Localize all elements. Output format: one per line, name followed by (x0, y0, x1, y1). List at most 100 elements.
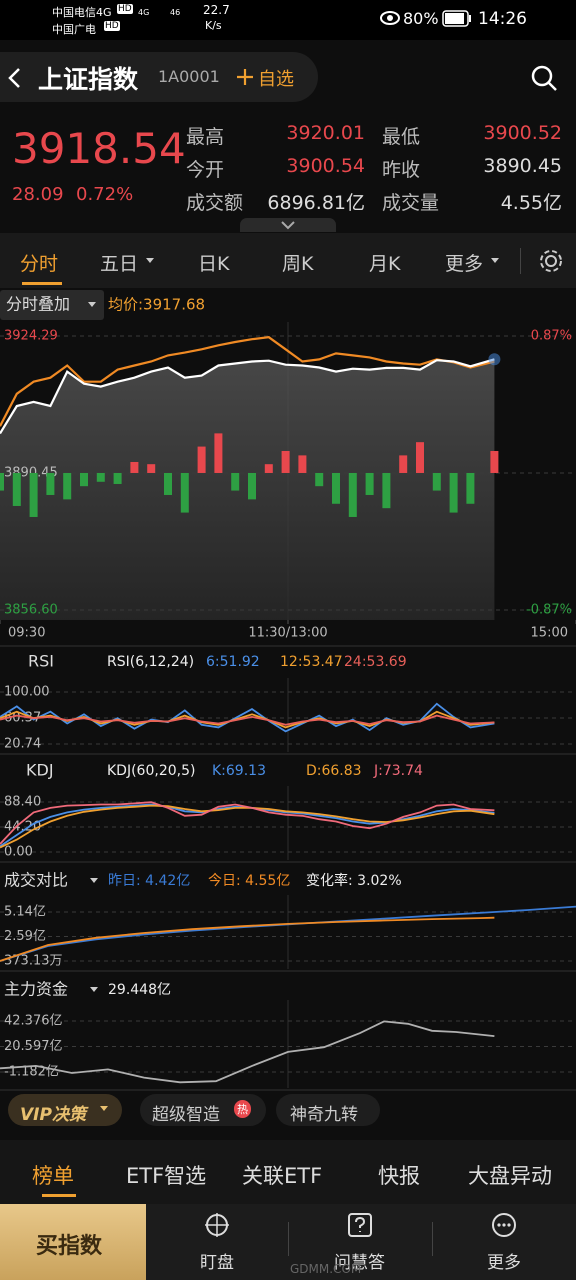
search-button[interactable] (530, 64, 558, 92)
tab[interactable]: 日K (198, 253, 230, 275)
hd-badge: HD (117, 4, 133, 14)
volume-bar (197, 446, 206, 473)
add-icon[interactable] (236, 68, 254, 86)
volume-bar (348, 472, 357, 517)
legend-entry: D:66.83 (306, 763, 362, 779)
section-tab[interactable]: 关联ETF (242, 1164, 323, 1188)
clock: 14:26 (478, 9, 527, 29)
speed: 22.7 (203, 3, 230, 17)
network: 46 (170, 8, 181, 17)
volume-bar (0, 472, 4, 491)
legend-entry: K:69.13 (212, 763, 266, 779)
section-tab[interactable]: 大盘异动 (468, 1164, 552, 1188)
battery-icon (442, 10, 471, 27)
tab[interactable]: 周K (282, 253, 314, 275)
vip-chip[interactable] (8, 1094, 122, 1126)
y-tick-label: 20.597亿 (4, 1039, 63, 1054)
series-line (0, 916, 495, 962)
divider (432, 1222, 433, 1256)
buy-button[interactable] (0, 1204, 146, 1280)
volume-bar (449, 472, 458, 513)
stat-label: 今开 (186, 159, 225, 181)
volume-bar (180, 472, 189, 513)
legend-entry: 6:51.92 (206, 654, 260, 670)
back-button[interactable] (6, 66, 24, 90)
volume-bar (147, 464, 156, 473)
volume-bar (332, 472, 340, 504)
series-line (0, 803, 495, 848)
tool-label: 超级智造 (152, 1105, 220, 1125)
panel-title: 成交对比 (4, 871, 68, 890)
volume-bar (382, 472, 391, 509)
panel-subtitle: RSI(6,12,24) (107, 654, 194, 670)
series-line (0, 702, 495, 733)
network: 4G (138, 8, 150, 17)
divider (520, 248, 521, 274)
stat-label: 成交额 (186, 192, 244, 214)
buy-label: 买指数 (36, 1234, 103, 1259)
overlay-selector[interactable] (0, 290, 104, 320)
watchlist-button[interactable]: 自选 (258, 69, 294, 90)
tool-chip[interactable] (276, 1094, 380, 1126)
change: 28.09 (12, 184, 64, 205)
stat-value: 3920.01 (286, 122, 365, 144)
section-tab[interactable]: 榜单 (32, 1164, 74, 1188)
volume-bar (432, 472, 441, 491)
price-area (0, 359, 495, 620)
watch-icon (205, 1213, 229, 1237)
volume-bar (80, 472, 88, 487)
tab[interactable]: 分时 (20, 253, 59, 275)
volume-bar (298, 455, 307, 473)
nav-item[interactable]: 盯盘 (200, 1253, 234, 1273)
tab[interactable]: 月K (369, 253, 401, 275)
panel-title: KDJ (26, 761, 54, 780)
settings-button[interactable] (537, 247, 565, 275)
expand-handle[interactable] (240, 218, 336, 232)
index-code: 1A0001 (158, 67, 220, 86)
tab-bar (0, 233, 576, 288)
y-tick-label: 0.00 (4, 845, 33, 860)
volume-bar (416, 442, 424, 473)
annotation: 变化率: 3.02% (306, 872, 402, 889)
section-tab[interactable]: 快报 (378, 1164, 420, 1188)
tab[interactable]: 更多 (445, 253, 484, 275)
section-tab[interactable]: ETF智选 (126, 1164, 207, 1188)
qa-icon (348, 1213, 372, 1237)
dropdown-arrow (90, 987, 98, 992)
stat-label: 最高 (186, 126, 225, 148)
legend-entry: 29.448亿 (108, 982, 171, 998)
legend-entry: J:73.74 (373, 763, 423, 779)
y-tick-label: 2.59亿 (4, 929, 46, 944)
eye-icon (380, 11, 400, 25)
series-line (0, 801, 495, 845)
dropdown-arrow (90, 878, 98, 883)
last-point (488, 353, 501, 366)
y-tick-label: 5.14亿 (4, 905, 46, 920)
dropdown-arrow (491, 258, 499, 263)
section-tab-bar (0, 1140, 576, 1204)
watermark: GDMM.COM (290, 1262, 362, 1276)
hot-badge: 热 (234, 1100, 251, 1118)
panel-title: 分时叠加 (6, 295, 70, 314)
panel-title: RSI (28, 652, 54, 671)
status-bar (0, 0, 576, 40)
nav-item[interactable]: 更多 (487, 1253, 521, 1273)
y-tick-label: 3856.60 (4, 603, 58, 618)
volume-bar (264, 464, 273, 473)
tab-indicator (42, 1194, 76, 1197)
nav-item[interactable]: 问慧答 (334, 1253, 385, 1273)
volume-bar (399, 455, 408, 473)
speed-unit: K/s (205, 19, 222, 32)
volume-bar (248, 472, 256, 500)
stat-value: 6896.81亿 (267, 192, 365, 214)
volume-bar (214, 433, 223, 473)
dropdown-arrow (88, 302, 96, 307)
stat-label: 昨收 (382, 159, 421, 181)
tab[interactable]: 五日 (100, 253, 139, 275)
y-tick-label: 20.74 (4, 737, 41, 752)
stat-value: 4.55亿 (500, 192, 562, 214)
y-tick-label: 42.376亿 (4, 1014, 63, 1029)
volume-bar (12, 472, 21, 506)
